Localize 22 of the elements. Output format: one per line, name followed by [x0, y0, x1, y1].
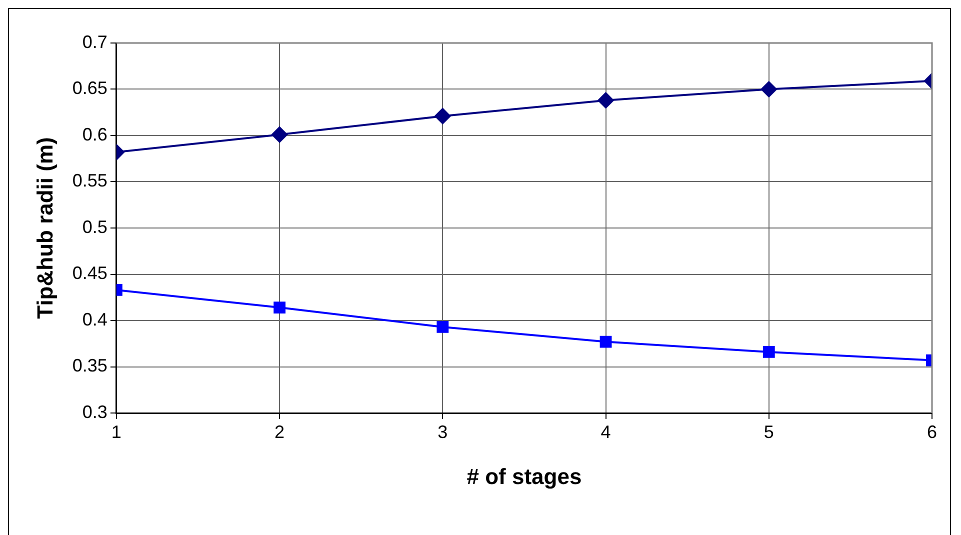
point — [598, 92, 614, 108]
point — [600, 336, 612, 348]
y-tick-label: 0.7 — [82, 32, 108, 52]
y-axis-title: Tip&hub radii (m) — [32, 137, 58, 319]
y-tick-label: 0.6 — [82, 124, 108, 144]
y-tick-label: 0.5 — [82, 216, 108, 237]
x-tick-label: 5 — [764, 422, 774, 442]
x-axis-title: # of stages — [466, 464, 582, 489]
point — [436, 321, 449, 333]
x-tick-label: 6 — [926, 422, 938, 442]
y-tick-label: 0.55 — [72, 170, 108, 191]
x-tick-label: 1 — [111, 422, 122, 442]
point — [434, 108, 451, 124]
x-tick-label: 2 — [274, 422, 285, 442]
point — [272, 126, 288, 143]
y-tick-label: 0.3 — [82, 402, 108, 422]
y-tick-label: 0.45 — [72, 263, 108, 284]
x-tick-label: 4 — [600, 422, 611, 442]
x-tick-label: 3 — [438, 422, 448, 442]
y-tick-label: 0.35 — [72, 356, 108, 376]
y-tick-label: 0.4 — [82, 309, 108, 330]
y-tick-label: 0.65 — [72, 78, 108, 98]
